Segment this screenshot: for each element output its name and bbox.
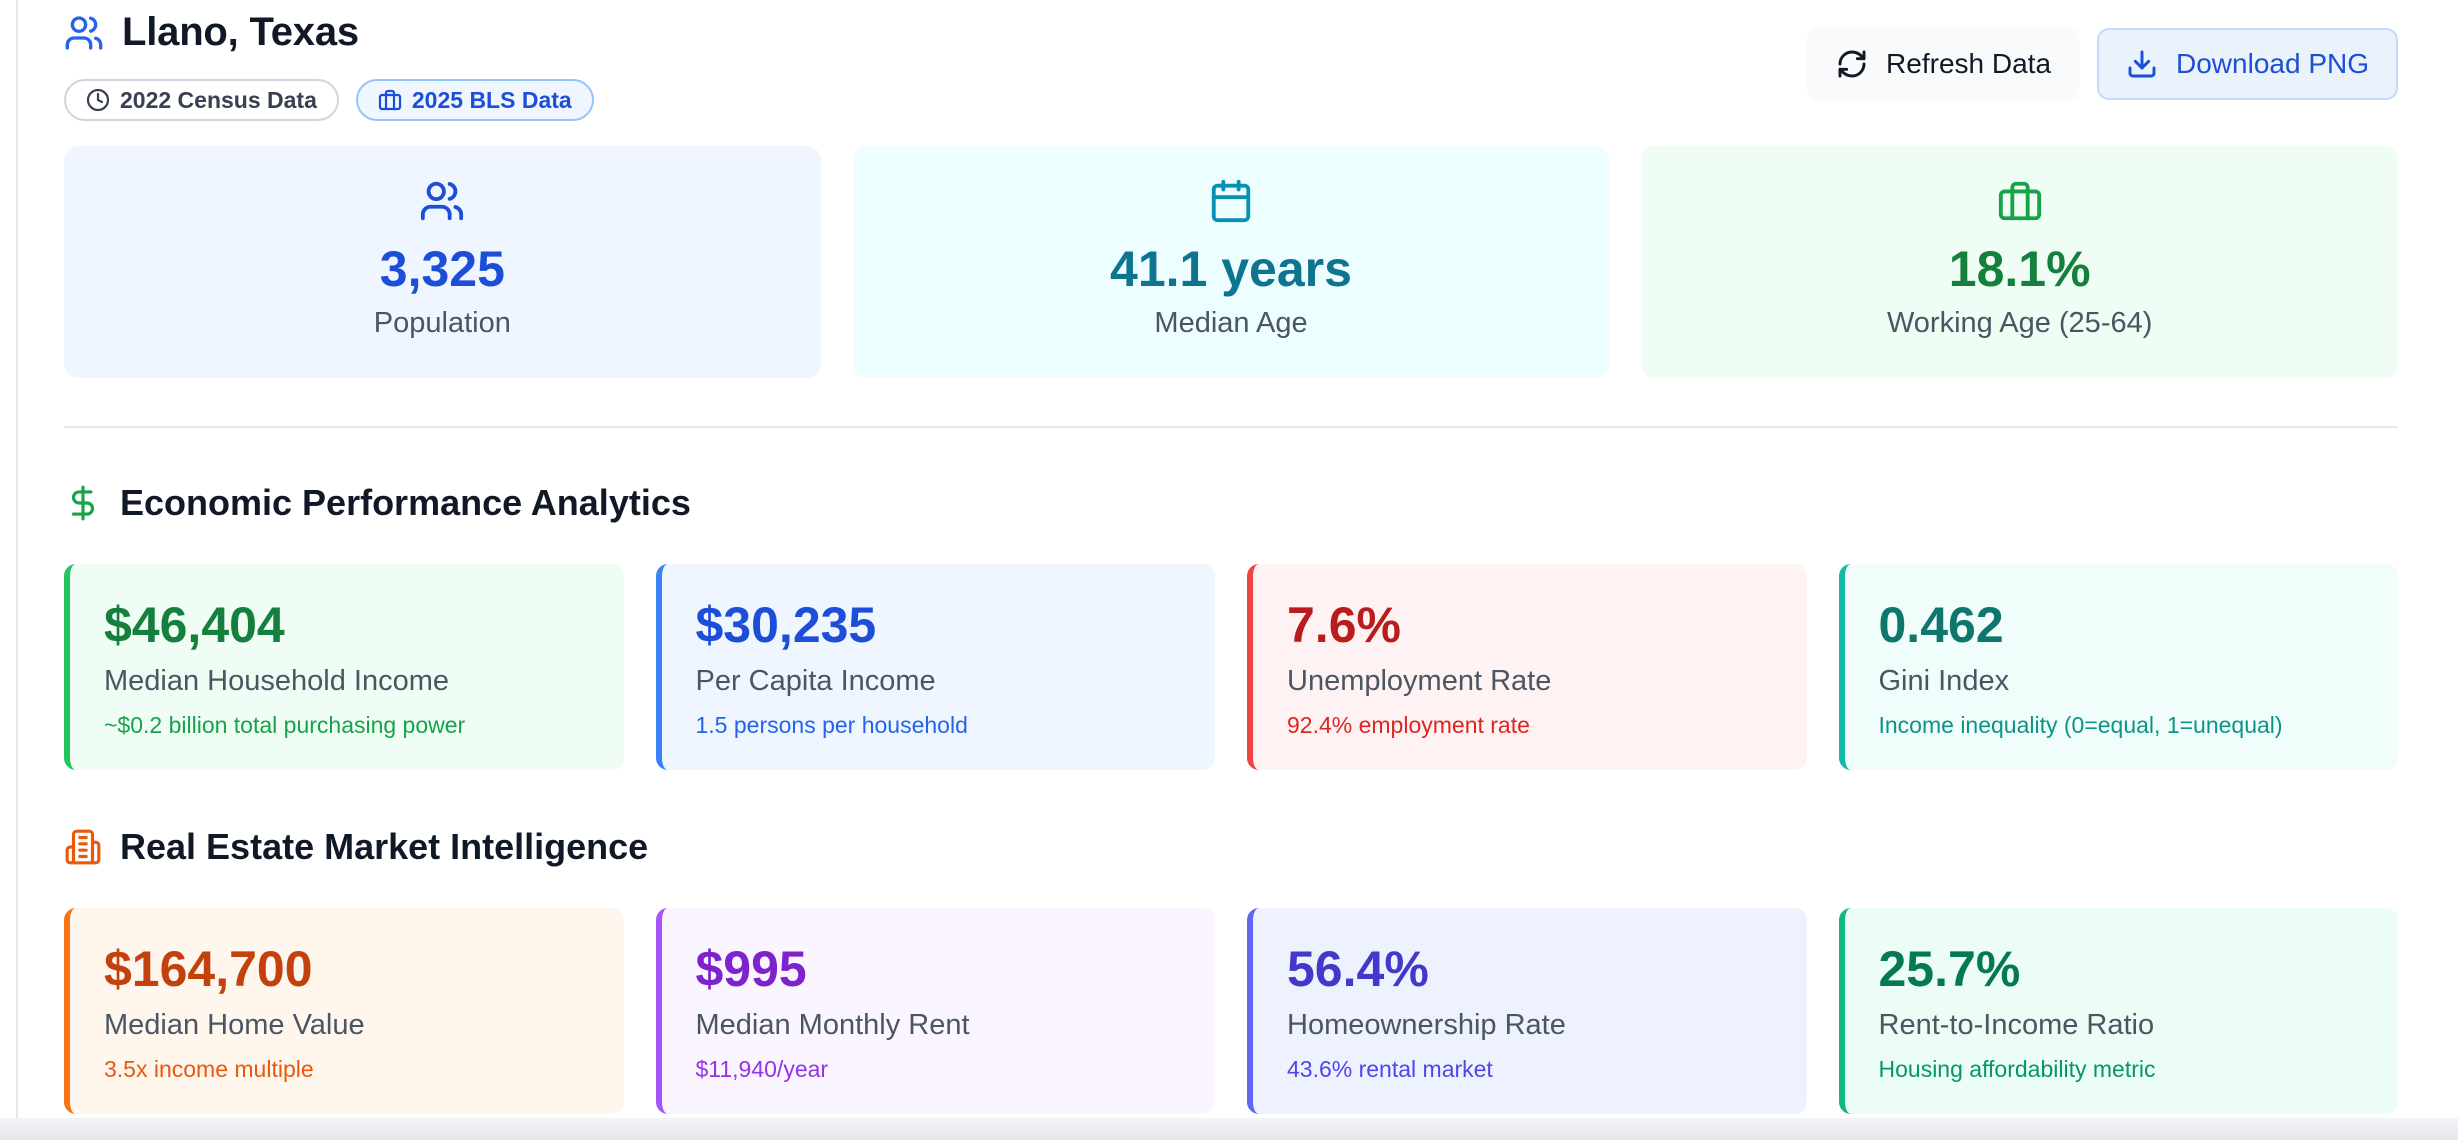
bls-badge-label: 2025 BLS Data: [411, 86, 572, 113]
refresh-data-label: Refresh Data: [1886, 48, 2052, 79]
metric-label: Median Monthly Rent: [695, 1009, 970, 1041]
homeownership-rate-card: 56.4% Homeownership Rate 43.6% rental ma…: [1247, 908, 1807, 1114]
metric-subtext: Income inequality (0=equal, 1=unequal): [1878, 712, 2283, 738]
census-badge-label: 2022 Census Data: [120, 86, 317, 113]
download-png-button[interactable]: Download PNG: [2097, 28, 2398, 100]
users-icon: [421, 181, 464, 221]
median-home-value-card: $164,700 Median Home Value 3.5x income m…: [64, 908, 624, 1114]
metric-value: $164,700: [104, 941, 313, 997]
metric-label: Rent-to-Income Ratio: [1878, 1009, 2155, 1041]
real-estate-section-title: Real Estate Market Intelligence: [64, 826, 648, 868]
median-monthly-rent-card: $995 Median Monthly Rent $11,940/year: [655, 908, 1215, 1114]
unemployment-rate-card: 7.6% Unemployment Rate 92.4% employment …: [1247, 564, 1807, 770]
data-badges: 2022 Census Data 2025 BLS Data: [64, 79, 2398, 121]
briefcase-icon: [378, 89, 401, 111]
working-age-value: 18.1%: [1948, 241, 2091, 297]
metric-subtext: ~$0.2 billion total purchasing power: [104, 712, 466, 738]
metric-label: Gini Index: [1878, 665, 2010, 697]
refresh-data-button[interactable]: Refresh Data: [1807, 28, 2081, 100]
metric-subtext: Housing affordability metric: [1878, 1056, 2156, 1082]
population-card: 3,325 Population: [64, 146, 821, 378]
summary-stats: 3,325 Population 41.1 years Median Age 1…: [64, 146, 2399, 378]
economic-section-label: Economic Performance Analytics: [120, 482, 691, 523]
download-icon: [2128, 50, 2156, 78]
metric-label: Unemployment Rate: [1287, 665, 1552, 697]
economic-section-title: Economic Performance Analytics: [64, 482, 691, 524]
refresh-icon: [1838, 50, 1866, 78]
metric-subtext: 3.5x income multiple: [104, 1056, 314, 1082]
population-label: Population: [373, 307, 511, 339]
median-age-label: Median Age: [1154, 307, 1308, 339]
metric-value: 25.7%: [1878, 941, 2021, 997]
briefcase-icon: [1998, 181, 2041, 221]
real-estate-section-label: Real Estate Market Intelligence: [120, 826, 649, 867]
metric-value: 7.6%: [1287, 597, 1401, 653]
real-estate-cards: $164,700 Median Home Value 3.5x income m…: [64, 908, 2398, 1114]
users-icon: [65, 15, 103, 50]
metric-subtext: 92.4% employment rate: [1287, 712, 1530, 738]
building-icon: [65, 829, 101, 865]
calendar-icon: [1211, 179, 1251, 223]
title-row: Llano, Texas: [64, 10, 2398, 55]
median-age-value: 41.1 years: [1110, 241, 1352, 297]
metric-label: Per Capita Income: [695, 665, 936, 697]
population-value: 3,325: [379, 241, 505, 297]
metric-value: $995: [695, 941, 807, 997]
median-age-card: 41.1 years Median Age: [852, 146, 1610, 378]
header-actions: Refresh Data Download PNG: [1807, 28, 2398, 100]
median-household-income-card: $46,404 Median Household Income ~$0.2 bi…: [64, 564, 624, 770]
metric-label: Median Home Value: [104, 1009, 365, 1041]
rent-to-income-card: 25.7% Rent-to-Income Ratio Housing affor…: [1838, 908, 2398, 1114]
per-capita-income-card: $30,235 Per Capita Income 1.5 persons pe…: [655, 564, 1215, 770]
working-age-card: 18.1% Working Age (25-64): [1641, 146, 2399, 378]
section-divider: [64, 426, 2398, 428]
bls-badge: 2025 BLS Data: [355, 79, 594, 121]
header: Llano, Texas 2022 Census Data 2025 BLS D…: [64, 10, 2398, 121]
metric-subtext: 1.5 persons per household: [695, 712, 968, 738]
working-age-label: Working Age (25-64): [1886, 307, 2153, 339]
download-png-label: Download PNG: [2176, 48, 2369, 79]
metric-value: $30,235: [695, 597, 877, 653]
economic-cards: $46,404 Median Household Income ~$0.2 bi…: [64, 564, 2398, 770]
gini-index-card: 0.462 Gini Index Income inequality (0=eq…: [1838, 564, 2398, 770]
metric-subtext: 43.6% rental market: [1287, 1056, 1493, 1082]
metric-label: Homeownership Rate: [1287, 1009, 1566, 1041]
metric-subtext: $11,940/year: [695, 1056, 829, 1082]
clock-icon: [86, 88, 110, 112]
bottom-scroll-edge: [0, 1118, 2458, 1140]
metric-value: $46,404: [104, 597, 285, 653]
metric-value: 0.462: [1878, 597, 2004, 653]
metric-value: 56.4%: [1287, 941, 1429, 997]
census-badge: 2022 Census Data: [64, 79, 339, 121]
metric-label: Median Household Income: [104, 665, 449, 697]
dollar-icon: [71, 485, 94, 521]
left-border: [16, 0, 18, 1140]
page-title: Llano, Texas: [122, 10, 359, 54]
